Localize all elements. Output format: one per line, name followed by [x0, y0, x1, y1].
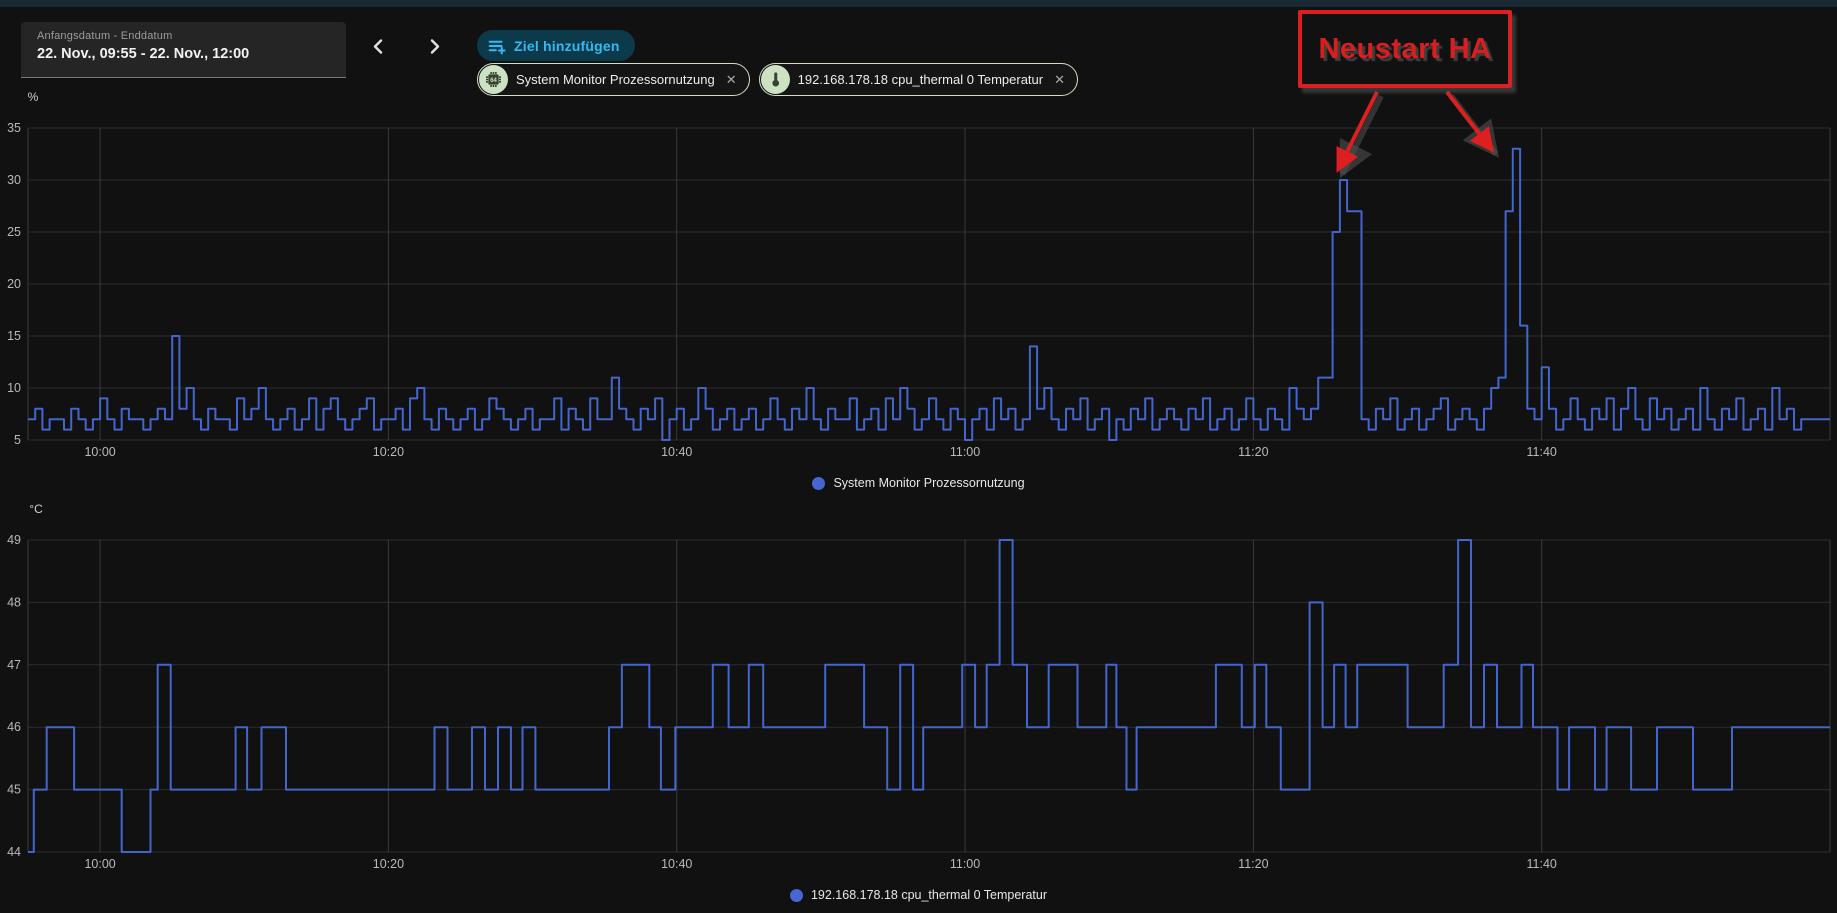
svg-text:20: 20	[7, 277, 21, 291]
annotation-label: Neustart HA	[1318, 32, 1492, 65]
previous-period-button[interactable]	[361, 29, 395, 63]
legend-cpu-thermal[interactable]: 192.168.178.18 cpu_thermal 0 Temperatur	[0, 888, 1837, 902]
entity-chips: 64 System Monitor Prozessornutzung ✕ 192…	[477, 63, 1078, 96]
svg-text:10:20: 10:20	[373, 445, 404, 459]
legend-cpu-usage-dot	[812, 476, 826, 490]
svg-text:10:40: 10:40	[661, 445, 692, 459]
svg-text:11:20: 11:20	[1238, 857, 1268, 871]
svg-text:64: 64	[490, 78, 497, 84]
annotation-box: Neustart HA	[1298, 10, 1512, 88]
svg-text:11:00: 11:00	[950, 857, 980, 871]
y-axis-labels: 49 48 47 46 45 44	[7, 533, 21, 859]
add-target-label: Ziel hinzufügen	[514, 37, 620, 54]
svg-text:44: 44	[7, 845, 21, 859]
svg-text:45: 45	[7, 783, 21, 797]
chip-cpu-usage[interactable]: 64 System Monitor Prozessornutzung ✕	[477, 63, 750, 96]
chip-cpu-usage-close-icon[interactable]: ✕	[723, 71, 740, 88]
svg-text:5: 5	[14, 433, 21, 447]
svg-text:15: 15	[7, 329, 21, 343]
legend-cpu-usage-label: System Monitor Prozessornutzung	[833, 476, 1025, 490]
grid-lines	[27, 127, 1831, 441]
grid-lines	[27, 539, 1831, 853]
chevron-left-icon	[373, 38, 382, 54]
y-axis-unit: %	[28, 90, 39, 104]
add-target-button[interactable]: Ziel hinzufügen	[477, 30, 635, 61]
svg-text:30: 30	[7, 173, 21, 187]
svg-text:10:40: 10:40	[661, 857, 692, 871]
date-range-value: 22. Nov., 09:55 - 22. Nov., 12:00	[37, 46, 250, 62]
legend-cpu-thermal-label: 192.168.178.18 cpu_thermal 0 Temperatur	[810, 888, 1048, 902]
svg-text:47: 47	[7, 658, 21, 672]
header-edge-strip	[0, 0, 1837, 7]
svg-text:11:40: 11:40	[1527, 445, 1557, 459]
chip-cpu-thermal[interactable]: 192.168.178.18 cpu_thermal 0 Temperatur …	[758, 63, 1078, 96]
svg-text:10:00: 10:00	[84, 445, 115, 459]
y-axis-labels: 35 30 25 20 15 10 5	[7, 121, 21, 447]
svg-text:25: 25	[7, 225, 21, 239]
playlist-plus-icon	[488, 40, 506, 54]
svg-text:10:00: 10:00	[84, 857, 115, 871]
svg-text:49: 49	[7, 533, 21, 547]
cpu-64-bit-icon: 64	[479, 65, 508, 94]
x-axis-labels: 10:00 10:20 10:40 11:00 11:20 11:40	[84, 445, 1556, 459]
svg-text:10: 10	[7, 381, 21, 395]
date-range-label: Anfangsdatum - Enddatum	[37, 30, 173, 42]
temperature-line	[28, 539, 1830, 853]
y-axis-unit: °C	[29, 502, 43, 516]
svg-text:11:00: 11:00	[950, 445, 980, 459]
chip-cpu-thermal-label: 192.168.178.18 cpu_thermal 0 Temperatur	[797, 72, 1044, 87]
svg-text:11:40: 11:40	[1527, 857, 1557, 871]
chip-cpu-usage-label: System Monitor Prozessornutzung	[516, 72, 715, 87]
svg-text:11:20: 11:20	[1238, 445, 1268, 459]
x-axis-labels: 10:00 10:20 10:40 11:00 11:20 11:40	[84, 857, 1556, 871]
svg-text:48: 48	[7, 595, 21, 609]
chip-cpu-thermal-close-icon[interactable]: ✕	[1051, 71, 1068, 88]
svg-text:35: 35	[7, 121, 21, 135]
legend-cpu-thermal-dot	[789, 888, 803, 902]
svg-text:10:20: 10:20	[373, 857, 404, 871]
next-period-button[interactable]	[417, 29, 451, 63]
cpu-usage-line	[28, 147, 1830, 441]
legend-cpu-usage[interactable]: System Monitor Prozessornutzung	[0, 476, 1837, 490]
annotation-arrows	[1336, 90, 1499, 179]
thermometer-icon	[760, 65, 790, 94]
chevron-right-icon	[430, 38, 439, 54]
date-range-picker[interactable]: Anfangsdatum - Enddatum 22. Nov., 09:55 …	[21, 22, 346, 78]
svg-text:46: 46	[7, 720, 21, 734]
